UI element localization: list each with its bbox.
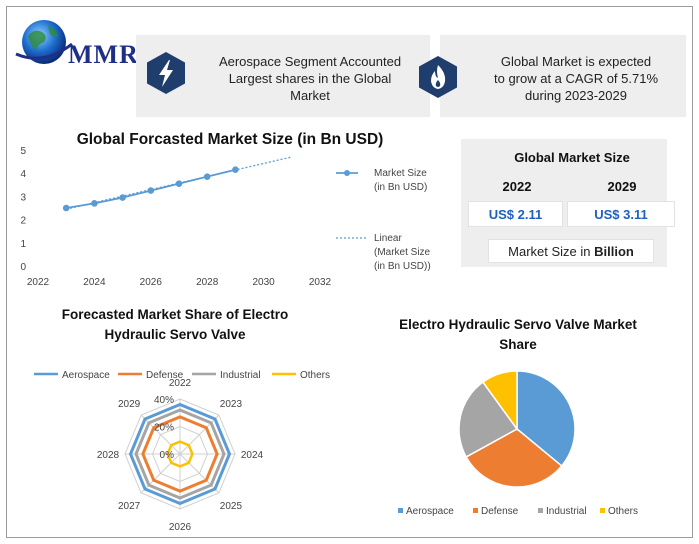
legend-label-linear: (Market Size xyxy=(374,247,431,258)
legend-marker-dot xyxy=(344,170,350,176)
y-tick-label: 0 xyxy=(20,262,26,273)
line-chart-title: Global Forcasted Market Size (in Bn USD) xyxy=(76,131,384,148)
legend-label-linear: Linear xyxy=(374,233,402,244)
market-size-unit-note: Market Size in Billion xyxy=(488,239,654,263)
radar-category-label: 2025 xyxy=(220,501,243,512)
pie-slice-aerospace xyxy=(516,370,576,468)
radar-category-label: 2022 xyxy=(169,378,192,389)
radar-chart-title: Forecasted Market Share of Electro Hydra… xyxy=(61,307,289,342)
value-2029: US$ 3.11 xyxy=(567,201,675,227)
radar-r-tick: 0% xyxy=(160,450,175,461)
value-2022: US$ 2.11 xyxy=(468,201,563,227)
radar-spoke xyxy=(140,453,181,494)
pie-slice-industrial xyxy=(458,381,519,458)
radar-spoke xyxy=(140,414,181,455)
legend-label-aerospace: Aerospace xyxy=(62,370,110,381)
legend-label-defense: Defense xyxy=(481,506,519,517)
data-point xyxy=(232,166,239,174)
x-tick-label: 2026 xyxy=(140,277,163,288)
radar-category-label: 2023 xyxy=(220,399,243,410)
pie-chart-title: Electro Hydraulic Servo Valve Market Sha… xyxy=(399,317,637,352)
radar-r-tick: 20% xyxy=(154,423,174,434)
legend-swatch-defense xyxy=(473,508,478,513)
legend-label-market-size: Market Size xyxy=(374,168,427,179)
x-tick-label: 2022 xyxy=(27,277,50,288)
legend-label-aerospace: Aerospace xyxy=(406,506,454,517)
brand-logo-text: MMR xyxy=(68,40,139,69)
legend-label-industrial: Industrial xyxy=(546,506,587,517)
data-point xyxy=(175,180,183,187)
legend-label-others: Others xyxy=(608,506,638,517)
y-tick-label: 5 xyxy=(20,146,26,157)
legend-label-others: Others xyxy=(300,370,330,381)
legend-swatch-aerospace xyxy=(398,508,403,513)
year-2022-label: 2022 xyxy=(502,179,532,194)
radar-category-label: 2026 xyxy=(169,522,192,533)
y-tick-label: 3 xyxy=(20,192,26,203)
legend-swatch-industrial xyxy=(538,508,543,513)
x-tick-label: 2028 xyxy=(196,277,219,288)
card-text-aerospace: Aerospace Segment Accounted Largest shar… xyxy=(218,54,402,103)
data-point xyxy=(147,187,155,194)
legend-label-linear: (in Bn USD)) xyxy=(374,261,431,272)
legend-label-industrial: Industrial xyxy=(220,370,261,381)
pie-slice-others xyxy=(481,370,518,432)
y-tick-label: 2 xyxy=(20,216,26,227)
flame-icon xyxy=(419,56,457,98)
data-point xyxy=(119,194,126,201)
linear-trendline xyxy=(66,156,292,210)
x-tick-label: 2032 xyxy=(309,277,332,288)
globe-logo-icon xyxy=(15,20,73,64)
lightning-icon xyxy=(147,52,185,94)
legend-swatch-others xyxy=(600,508,605,513)
radar-spoke xyxy=(179,414,220,455)
global-market-title: Global Market Size xyxy=(514,150,630,165)
radar-category-label: 2027 xyxy=(118,501,141,512)
radar-category-label: 2028 xyxy=(97,450,120,461)
data-point xyxy=(91,200,98,207)
pie-chart: Aerospace Defense Industrial Others xyxy=(398,370,638,517)
radar-category-label: 2024 xyxy=(241,450,264,461)
data-point xyxy=(62,204,70,212)
radar-series-defense xyxy=(141,415,219,493)
radar-category-label: 2029 xyxy=(118,399,141,410)
year-2029-label: 2029 xyxy=(607,179,637,194)
radar-series-others xyxy=(166,440,194,468)
radar-chart: Aerospace Defense Industrial Others 0% 20% 40%… xyxy=(34,370,330,533)
y-tick-label: 1 xyxy=(20,239,26,250)
radar-series-aerospace xyxy=(128,402,232,506)
line-chart: 0 1 2 3 4 5 2022 2024 2026 2028 2030 2032 Market Siz… xyxy=(20,146,431,288)
radar-r-tick: 40% xyxy=(154,395,174,406)
highlight-card-cagr xyxy=(440,35,686,117)
radar-series-industrial xyxy=(134,408,226,500)
x-tick-label: 2024 xyxy=(83,277,106,288)
legend-label-market-size: (in Bn USD) xyxy=(374,182,427,193)
pie-slice-defense xyxy=(465,428,563,488)
card-text-cagr: Global Market is expected to grow at a C… xyxy=(493,54,659,103)
radar-spoke xyxy=(179,453,220,494)
data-point xyxy=(203,173,211,180)
y-tick-label: 4 xyxy=(20,169,26,180)
legend-label-defense: Defense xyxy=(146,370,184,381)
x-tick-label: 2030 xyxy=(252,277,275,288)
